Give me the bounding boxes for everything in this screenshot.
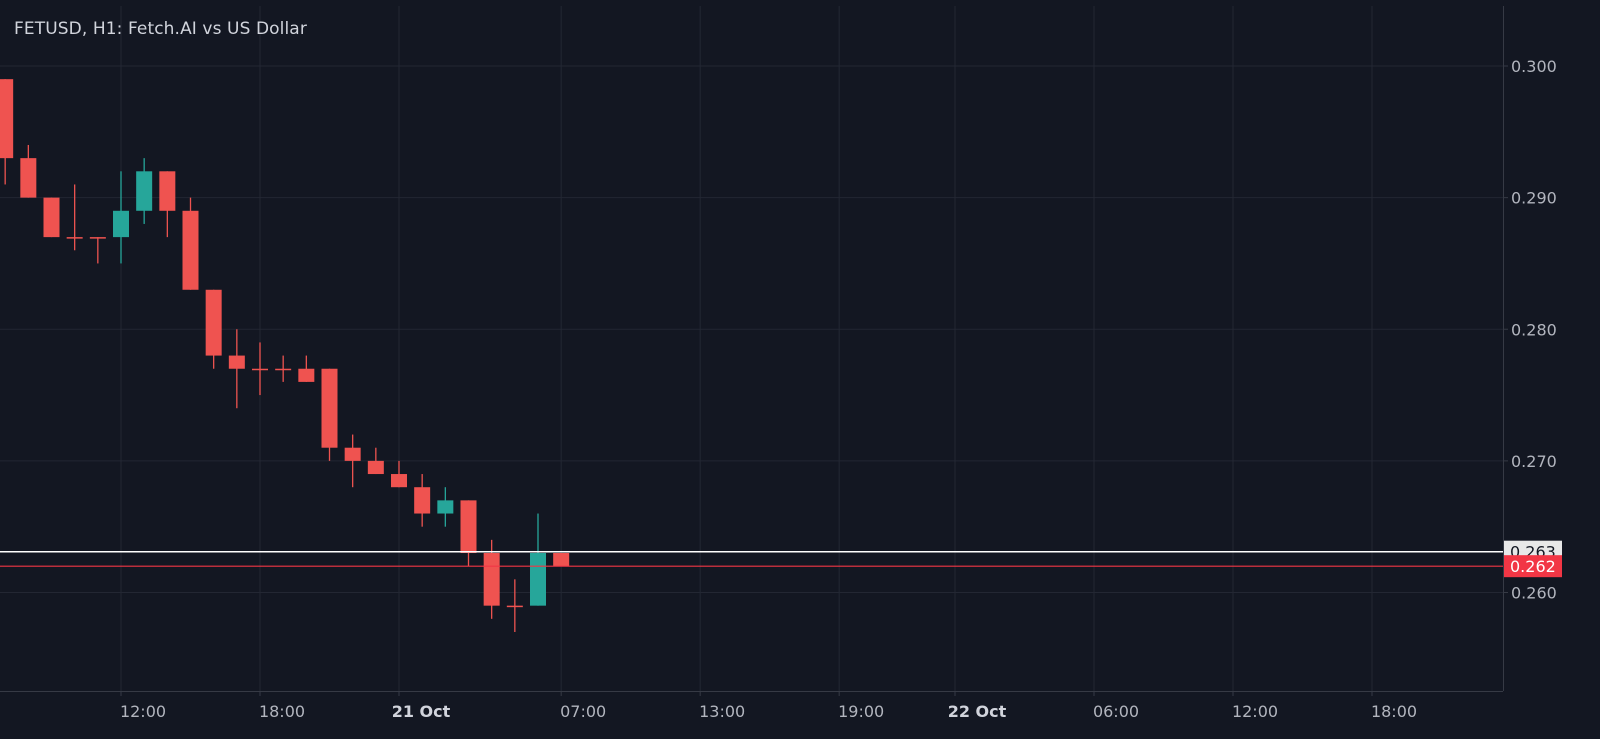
time-tick-label: 12:00 xyxy=(120,702,166,721)
candle-body-down xyxy=(460,500,477,554)
price-tick-label: 0.290 xyxy=(1511,189,1557,208)
time-tick-label: 18:00 xyxy=(259,702,305,721)
chart-title: FETUSD, H1: Fetch.AI vs US Dollar xyxy=(14,19,307,39)
candle-body-down xyxy=(553,553,570,567)
candle-body-up xyxy=(136,171,153,211)
current-price-label: 0.262 xyxy=(1510,557,1556,576)
candle-body-up xyxy=(437,500,454,514)
time-tick-label: 13:00 xyxy=(699,702,745,721)
candle-body-down xyxy=(321,368,338,448)
price-tick-label: 0.280 xyxy=(1511,320,1557,339)
time-tick-label: 22 Oct xyxy=(948,702,1007,721)
price-tick-label: 0.300 xyxy=(1511,57,1557,76)
candle-body-down xyxy=(252,368,268,371)
candle-body-up xyxy=(113,210,129,238)
candle-body-down xyxy=(367,460,384,475)
time-tick-label: 19:00 xyxy=(838,702,884,721)
candle-body-down xyxy=(182,210,199,290)
candle-body-up xyxy=(530,553,546,606)
candle-body-down xyxy=(483,553,500,606)
price-tick-label: 0.260 xyxy=(1511,584,1557,603)
candle-body-down xyxy=(391,474,407,488)
time-tick-label: 07:00 xyxy=(560,702,606,721)
candle-body-down xyxy=(298,368,315,382)
price-tick-label: 0.270 xyxy=(1511,452,1557,471)
candle-body-down xyxy=(20,158,37,198)
current-price-badge xyxy=(1504,555,1562,578)
candle-body-down xyxy=(506,605,523,608)
candle-body-down xyxy=(275,368,292,371)
time-tick-label: 06:00 xyxy=(1093,702,1139,721)
candle-body-down xyxy=(205,289,222,356)
candle-body-down xyxy=(228,355,245,369)
time-tick-label: 21 Oct xyxy=(392,702,451,721)
time-tick-label: 12:00 xyxy=(1232,702,1278,721)
candle-body-down xyxy=(89,237,106,239)
candle-body-down xyxy=(159,171,176,211)
candle-body-down xyxy=(43,197,60,238)
candle-body-down xyxy=(0,79,14,159)
time-tick-label: 18:00 xyxy=(1371,702,1417,721)
candle-body-down xyxy=(344,447,361,461)
candle-body-down xyxy=(66,237,83,239)
candle-body-down xyxy=(414,487,431,514)
